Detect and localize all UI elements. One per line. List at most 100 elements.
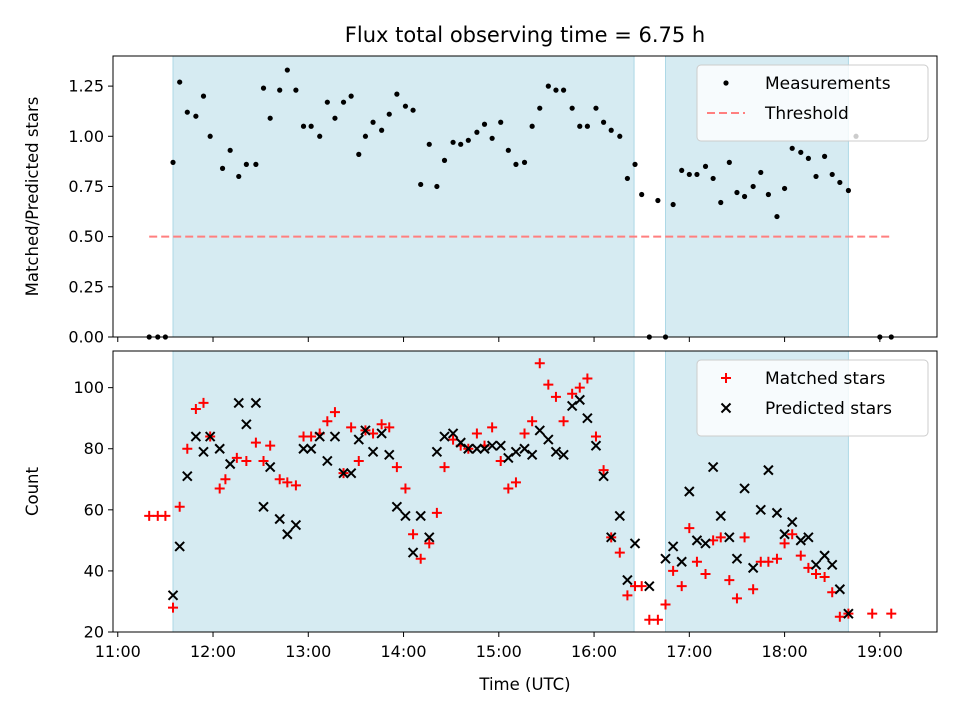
data-point <box>415 553 426 564</box>
data-point <box>845 187 852 194</box>
data-point <box>543 434 554 445</box>
data-point <box>214 443 225 454</box>
data-point <box>676 581 687 592</box>
data-point <box>300 123 307 129</box>
data-point <box>676 556 687 567</box>
data-point <box>503 452 514 464</box>
data-point <box>402 103 409 109</box>
data-point <box>487 422 498 433</box>
data-point <box>274 513 285 525</box>
data-point <box>608 127 614 133</box>
data-point <box>338 467 349 479</box>
x-tick-label: 15:00 <box>476 642 522 661</box>
data-point <box>834 611 845 622</box>
x-tick-label: 13:00 <box>285 642 331 661</box>
data-point <box>702 163 709 169</box>
data-point <box>590 431 601 442</box>
legend-marker <box>720 402 732 414</box>
data-point <box>322 416 333 427</box>
data-point <box>513 161 519 167</box>
data-point <box>691 556 702 567</box>
data-point <box>715 532 726 543</box>
data-point <box>267 115 273 121</box>
data-point <box>471 428 482 439</box>
data-point <box>434 183 440 190</box>
data-point <box>739 483 750 494</box>
data-point <box>747 562 759 574</box>
data-point <box>834 584 846 595</box>
data-point <box>598 471 609 482</box>
data-point <box>231 452 242 463</box>
data-point <box>798 149 804 155</box>
data-point <box>560 87 567 93</box>
data-point <box>660 599 671 610</box>
data-point <box>774 213 780 220</box>
data-point <box>566 400 578 412</box>
data-point <box>346 422 357 433</box>
data-point <box>805 155 811 161</box>
data-point <box>886 608 897 619</box>
data-point <box>439 462 450 473</box>
data-point <box>577 123 583 129</box>
data-point <box>174 501 185 512</box>
data-point <box>236 173 242 180</box>
data-point <box>479 443 490 454</box>
data-point <box>670 201 676 208</box>
data-point <box>200 93 207 99</box>
data-point <box>332 115 338 121</box>
y-tick-label: 1.00 <box>68 127 104 146</box>
data-point <box>763 464 774 476</box>
data-point <box>463 443 474 454</box>
data-point <box>755 504 766 516</box>
data-point <box>598 465 609 476</box>
data-point <box>177 79 183 85</box>
data-point <box>724 532 735 543</box>
data-point <box>614 547 625 558</box>
data-point <box>526 449 538 461</box>
data-point <box>837 179 843 186</box>
data-point <box>314 431 325 442</box>
data-point <box>348 93 354 99</box>
data-point <box>174 541 185 552</box>
observing-window <box>172 350 635 633</box>
data-point <box>317 133 323 139</box>
data-point <box>376 428 387 439</box>
data-point <box>458 141 464 147</box>
data-point <box>384 449 395 461</box>
data-point <box>639 191 645 198</box>
data-point <box>182 443 193 454</box>
data-point <box>763 556 774 567</box>
data-point <box>843 608 854 619</box>
data-point <box>376 419 387 430</box>
legend-marker <box>721 373 731 383</box>
data-point <box>329 431 341 442</box>
count-panel: 20 40 60 80 100 11:00 12:00 13:00 14:00 15:00 16:0… <box>23 350 938 661</box>
y-tick-label: 40 <box>84 561 104 580</box>
data-point <box>184 109 190 115</box>
data-point <box>258 455 269 466</box>
data-point <box>274 474 285 485</box>
data-point <box>827 559 838 571</box>
data-point <box>306 431 317 442</box>
x-tick-label: 19:00 <box>857 642 903 661</box>
data-point <box>219 165 226 171</box>
data-point <box>789 145 795 151</box>
data-point <box>384 422 395 433</box>
data-point <box>724 575 735 586</box>
data-point <box>455 437 466 448</box>
data-point <box>765 191 771 198</box>
data-point <box>786 516 798 528</box>
data-point <box>543 379 554 390</box>
data-point <box>426 141 432 147</box>
data-point <box>250 437 261 448</box>
data-point <box>795 550 806 561</box>
data-point <box>400 483 411 494</box>
data-point <box>308 123 314 129</box>
y-tick-label: 80 <box>84 439 104 458</box>
x-tick-label: 16:00 <box>571 642 617 661</box>
data-point <box>407 547 419 558</box>
data-point <box>700 538 711 549</box>
data-point <box>353 455 364 466</box>
data-point <box>748 584 759 595</box>
